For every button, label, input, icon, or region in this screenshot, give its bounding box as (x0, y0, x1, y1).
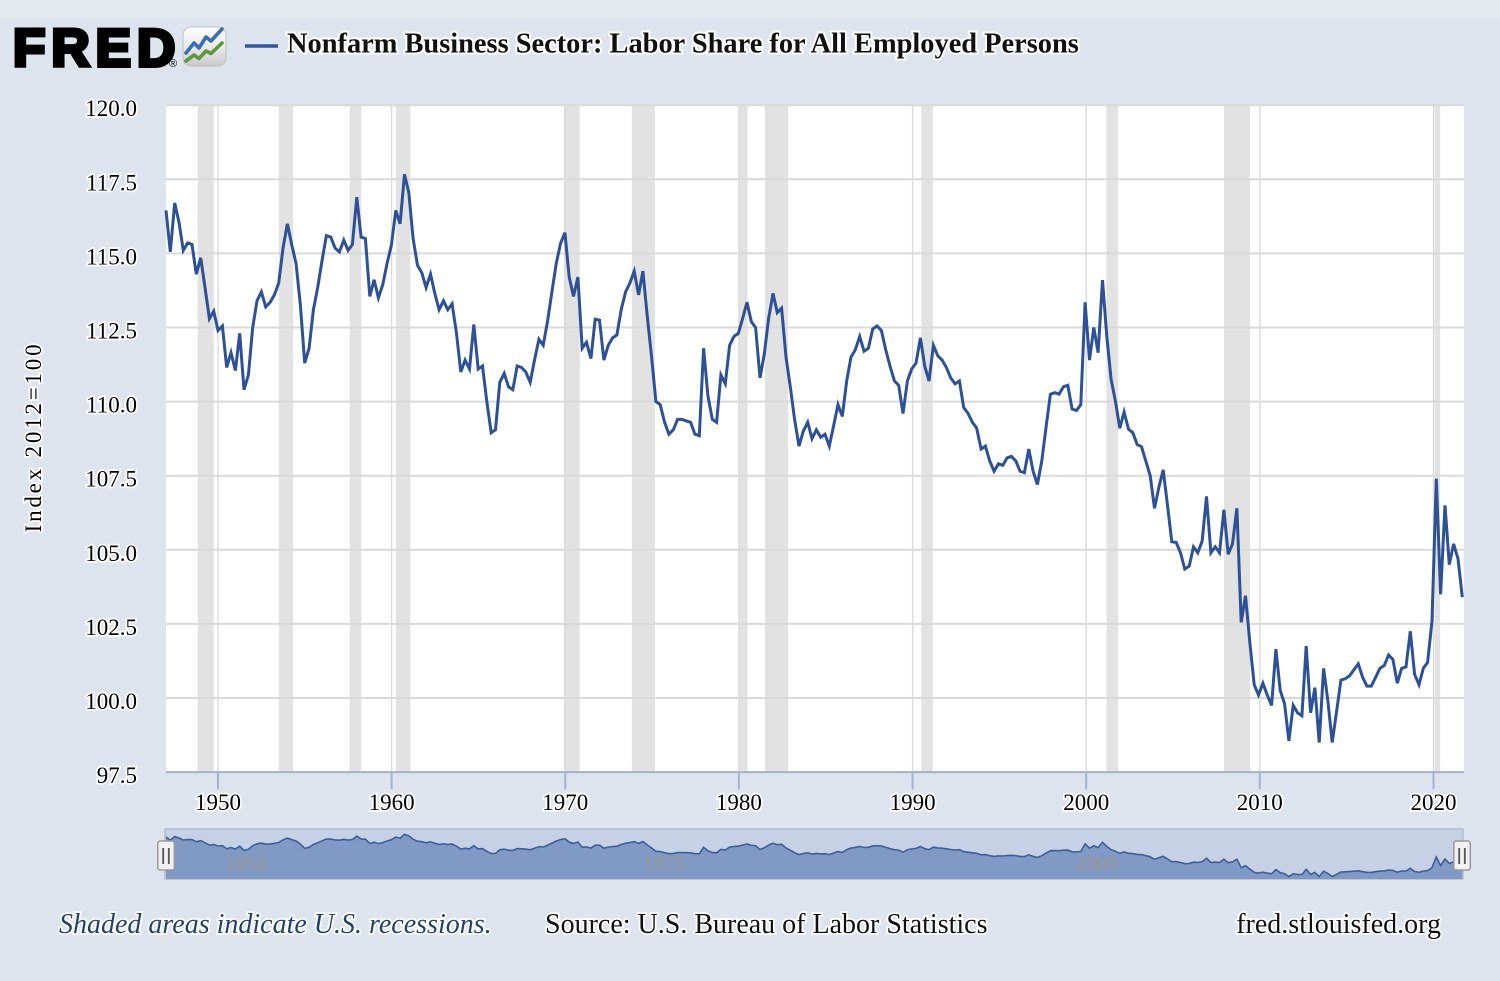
svg-text:Nonfarm Business Sector: Labor: Nonfarm Business Sector: Labor Share for… (287, 29, 1079, 60)
svg-text:2010: 2010 (1237, 790, 1283, 815)
svg-text:120.0: 120.0 (85, 96, 137, 121)
svg-text:Shaded areas indicate U.S. rec: Shaded areas indicate U.S. recessions. (59, 909, 492, 940)
svg-text:115.0: 115.0 (86, 244, 137, 269)
svg-text:112.5: 112.5 (86, 319, 137, 344)
svg-text:fred.stlouisfed.org: fred.stlouisfed.org (1236, 909, 1441, 940)
svg-text:Index 2012=100: Index 2012=100 (21, 342, 46, 533)
svg-text:97.5: 97.5 (97, 763, 137, 788)
svg-text:1960: 1960 (369, 790, 415, 815)
svg-text:1990: 1990 (890, 790, 936, 815)
svg-text:107.5: 107.5 (85, 467, 137, 492)
svg-text:117.5: 117.5 (86, 170, 137, 195)
svg-text:FRED: FRED (13, 19, 181, 78)
svg-text:®: ® (169, 58, 177, 70)
svg-text:1970: 1970 (542, 790, 588, 815)
svg-text:110.0: 110.0 (86, 393, 137, 418)
svg-text:100.0: 100.0 (85, 689, 137, 714)
svg-text:1980: 1980 (716, 790, 762, 815)
svg-text:Source: U.S. Bureau of Labor S: Source: U.S. Bureau of Labor Statistics (545, 909, 987, 940)
svg-text:2000: 2000 (1063, 790, 1109, 815)
svg-text:2000: 2000 (1077, 853, 1118, 875)
svg-text:102.5: 102.5 (85, 615, 137, 640)
svg-text:105.0: 105.0 (85, 541, 137, 566)
svg-text:2020: 2020 (1411, 790, 1457, 815)
svg-text:1950: 1950 (195, 790, 241, 815)
svg-text:1975: 1975 (644, 853, 685, 875)
svg-text:1950: 1950 (226, 853, 267, 875)
